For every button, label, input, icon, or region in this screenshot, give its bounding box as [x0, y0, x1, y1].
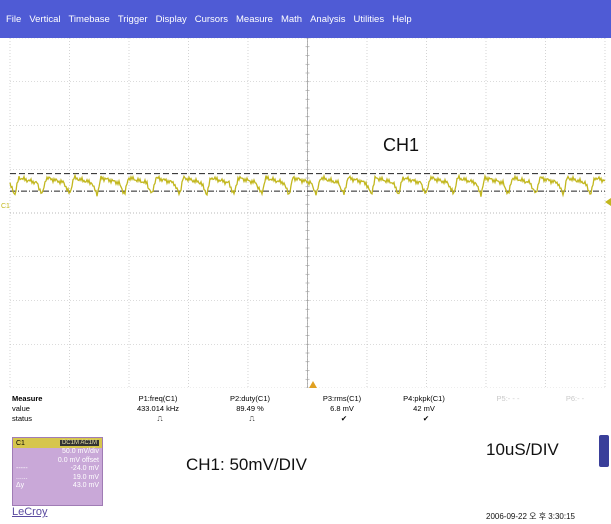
channel-descriptor[interactable]: C1 DC1M AC1M 50.0 mV/div 0.0 mV offset -…	[12, 437, 103, 506]
status-p4: ✔	[422, 414, 430, 423]
menu-vertical[interactable]: Vertical	[29, 13, 61, 25]
menu-analysis[interactable]: Analysis	[310, 13, 346, 25]
status-p3: ✔	[340, 414, 348, 423]
coupling-badge: DC1M AC1M	[59, 440, 99, 446]
annotation-ch1: CH1	[383, 135, 420, 155]
trigger-marker-icon[interactable]	[309, 381, 317, 388]
menu-math[interactable]: Math	[280, 13, 303, 25]
scope-display[interactable]: C1	[0, 38, 611, 388]
value-p4: 42 mV	[413, 404, 435, 413]
row-label-status: status	[12, 414, 33, 423]
param-p3[interactable]: P3:rms(C1)	[322, 394, 362, 403]
param-p5[interactable]: P5:- - -	[496, 394, 520, 403]
datetime-readout: 2006-09-22 오 후 3:30:15	[486, 512, 576, 521]
menu-measure[interactable]: Measure	[236, 13, 273, 25]
channel-name: C1	[16, 439, 25, 447]
descriptor-row: 0.0 mV offset	[57, 456, 99, 464]
param-p6[interactable]: P6:- -	[565, 394, 585, 403]
status-p2: ⎍	[249, 414, 255, 423]
value-p1: 433.014 kHz	[136, 404, 180, 413]
menu-help[interactable]: Help	[392, 13, 412, 25]
trace-end-marker-icon	[605, 198, 611, 206]
descriptor-row: Δy 43.0 mV	[16, 482, 99, 490]
menu-timebase[interactable]: Timebase	[68, 13, 110, 25]
descriptor-row: ----- -24.0 mV	[16, 465, 99, 473]
descriptor-row: 50.0 mV/div	[62, 448, 99, 455]
value-p2: 89.49 %	[236, 404, 264, 413]
param-p4[interactable]: P4:pkpk(C1)	[403, 394, 445, 403]
menu-cursors[interactable]: Cursors	[194, 13, 228, 25]
lecroy-logo: LeCroy	[12, 506, 48, 518]
row-label-value: value	[12, 404, 30, 413]
param-p2[interactable]: P2:duty(C1)	[229, 394, 271, 403]
annotation-ch1-scale: CH1: 50mV/DIV	[186, 455, 307, 474]
measure-title: Measure	[12, 394, 43, 403]
scope-grid	[9, 38, 606, 388]
menu-trigger[interactable]: Trigger	[117, 13, 148, 25]
channel-marker: C1	[1, 203, 10, 210]
status-p1: ⎍	[157, 414, 163, 423]
menu-file[interactable]: File	[6, 13, 22, 25]
measure-table: Measure value status P1:freq(C1) 433.014…	[0, 390, 611, 436]
value-p3: 6.8 mV	[330, 404, 354, 413]
menu-utilities[interactable]: Utilities	[353, 13, 385, 25]
c1-trace	[9, 173, 606, 198]
menu-display[interactable]: Display	[155, 13, 187, 25]
param-p1[interactable]: P1:freq(C1)	[138, 394, 178, 403]
menu-bar: File Vertical Timebase Trigger Display C…	[0, 0, 611, 38]
descriptor-row: ...... 19.0 mV	[16, 473, 99, 481]
annotation-timebase: 10uS/DIV	[486, 440, 559, 459]
channel-descriptor-header: C1 DC1M AC1M	[13, 438, 102, 448]
side-panel-tab[interactable]	[599, 435, 609, 467]
